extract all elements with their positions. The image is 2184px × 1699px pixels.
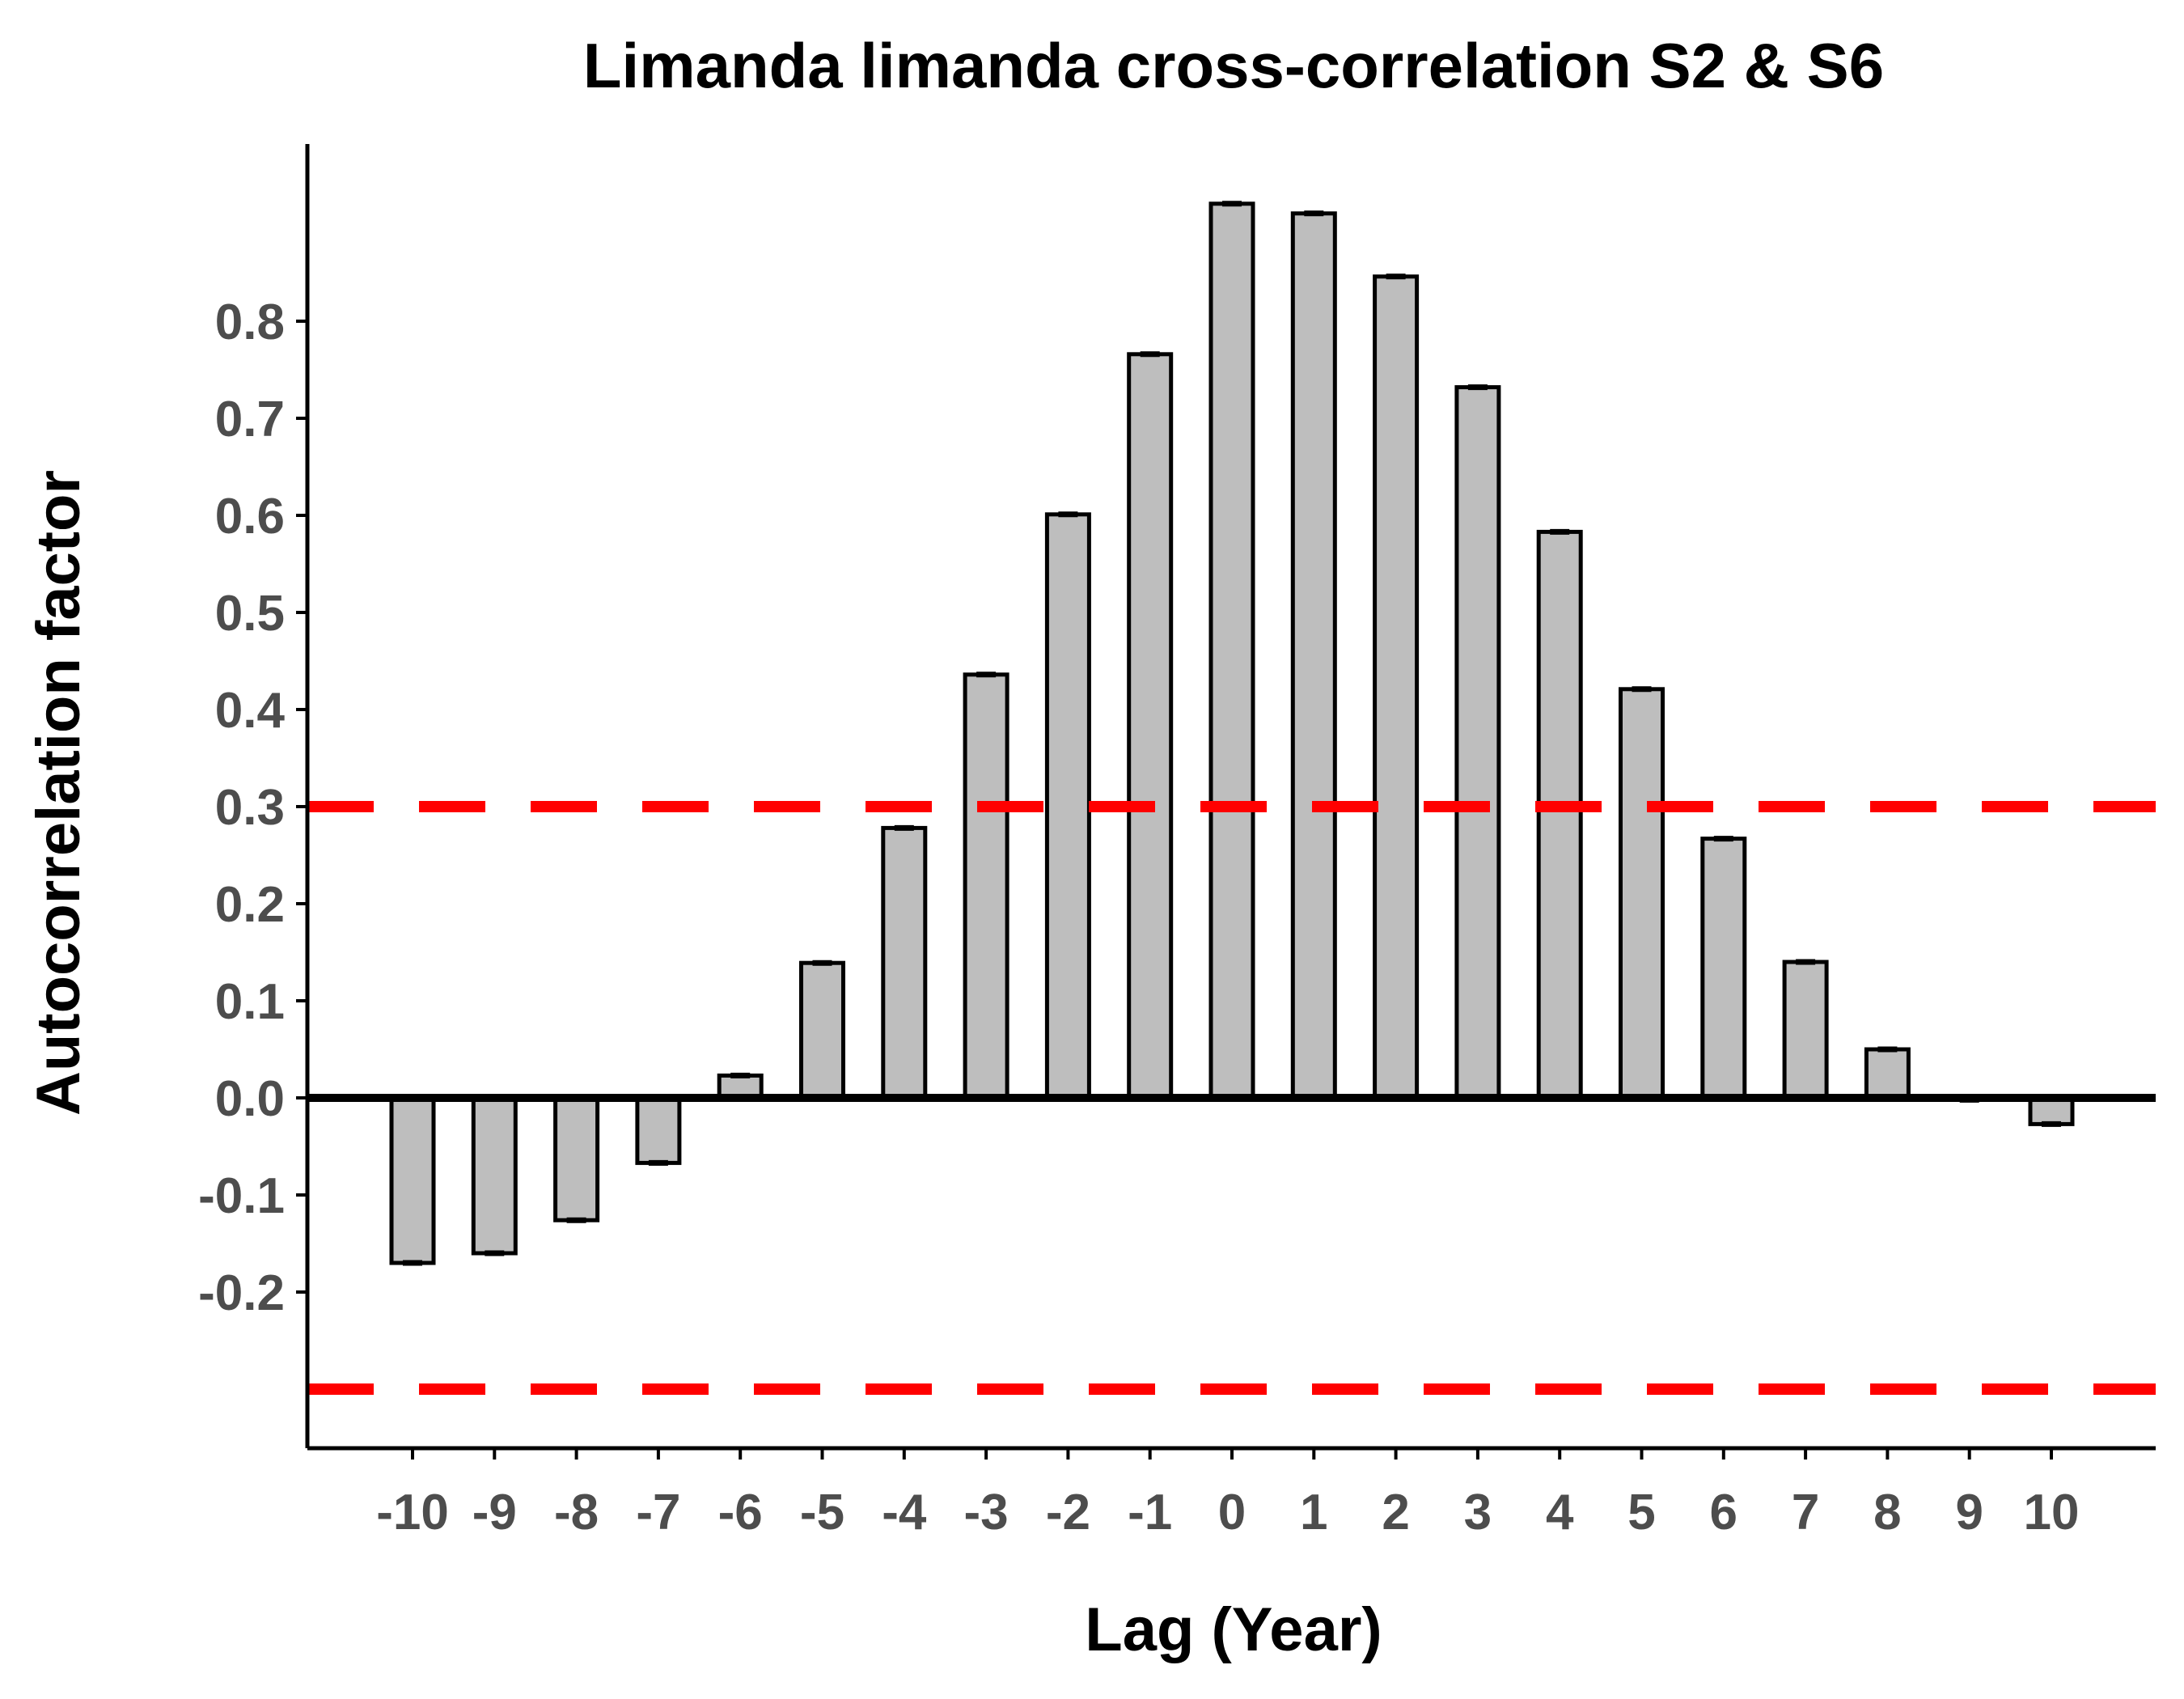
y-tick-label: 0.8: [215, 294, 285, 350]
threshold-lines: [307, 801, 2156, 1395]
bar-lag-7: [1782, 960, 1829, 1100]
bar-lag-1: [1290, 211, 1337, 1100]
x-tick-labels: -10 -9 -8 -7 -6 -5 -4 -3 -2 -1 0 1 2 3 4 5 6 7 8 9 10: [376, 1448, 2079, 1540]
y-tick-label: 0.6: [215, 489, 285, 544]
bar-lag--10: [389, 1095, 436, 1265]
bar-lag-3: [1454, 385, 1501, 1100]
y-tick-label: 0.3: [215, 780, 285, 836]
x-tick-label: 10: [2024, 1485, 2080, 1540]
bar-lag-6: [1700, 837, 1747, 1100]
chart-title: Limanda limanda cross-correlation S2 & S…: [583, 30, 1884, 101]
y-tick-label: 0.1: [215, 974, 285, 1030]
bar-lag-5: [1619, 687, 1665, 1100]
bar-lag-4: [1536, 529, 1583, 1100]
x-tick-label: -10: [376, 1485, 449, 1540]
y-tick-label: -0.1: [198, 1168, 285, 1224]
x-tick-label: -5: [800, 1485, 844, 1540]
x-tick-label: 8: [1873, 1485, 1901, 1540]
bar-lag--3: [963, 672, 1009, 1100]
bar-lag-2: [1373, 274, 1420, 1100]
bar-lag--5: [799, 960, 845, 1100]
x-tick-label: -8: [554, 1485, 599, 1540]
bar-lag-8: [1864, 1047, 1911, 1100]
x-tick-label: 6: [1710, 1485, 1737, 1540]
y-tick-label: -0.2: [198, 1265, 285, 1321]
x-tick-label: -9: [472, 1485, 517, 1540]
x-tick-label: 7: [1792, 1485, 1819, 1540]
bars: [389, 201, 2075, 1266]
x-tick-label: 9: [1955, 1485, 1983, 1540]
x-axis-title: Lag (Year): [1085, 1595, 1382, 1664]
x-tick-label: -6: [718, 1485, 763, 1540]
x-tick-label: -1: [1128, 1485, 1172, 1540]
bar-lag--9: [471, 1095, 518, 1256]
x-tick-label: -3: [964, 1485, 1009, 1540]
x-tick-label: 3: [1464, 1485, 1492, 1540]
x-tick-label: 1: [1300, 1485, 1327, 1540]
x-tick-label: 2: [1382, 1485, 1409, 1540]
x-tick-label: 0: [1218, 1485, 1246, 1540]
bar-lag-0: [1208, 201, 1255, 1100]
x-tick-label: -7: [636, 1485, 680, 1540]
bar-lag--4: [881, 825, 928, 1100]
y-tick-label: 0.2: [215, 877, 285, 933]
bar-lag--8: [553, 1095, 600, 1222]
x-tick-label: 5: [1627, 1485, 1655, 1540]
y-tick-label: 0.5: [215, 586, 285, 642]
bar-lag--2: [1044, 512, 1091, 1100]
y-tick-label: 0.0: [215, 1071, 285, 1127]
axes: [305, 144, 2156, 1451]
x-tick-label: -2: [1046, 1485, 1090, 1540]
y-axis-title: Autocorrelation factor: [24, 470, 93, 1116]
y-tick-label: 0.7: [215, 392, 285, 447]
x-tick-label: 4: [1546, 1485, 1574, 1540]
bar-lag--1: [1127, 352, 1174, 1100]
y-tick-labels: 0.8 0.7 0.6 0.5 0.4 0.3 0.2 0.1 0.0 -0.1 -0.2: [198, 294, 307, 1321]
bar-lag--7: [635, 1095, 682, 1165]
x-tick-label: -4: [882, 1485, 927, 1540]
y-tick-label: 0.4: [215, 683, 286, 739]
